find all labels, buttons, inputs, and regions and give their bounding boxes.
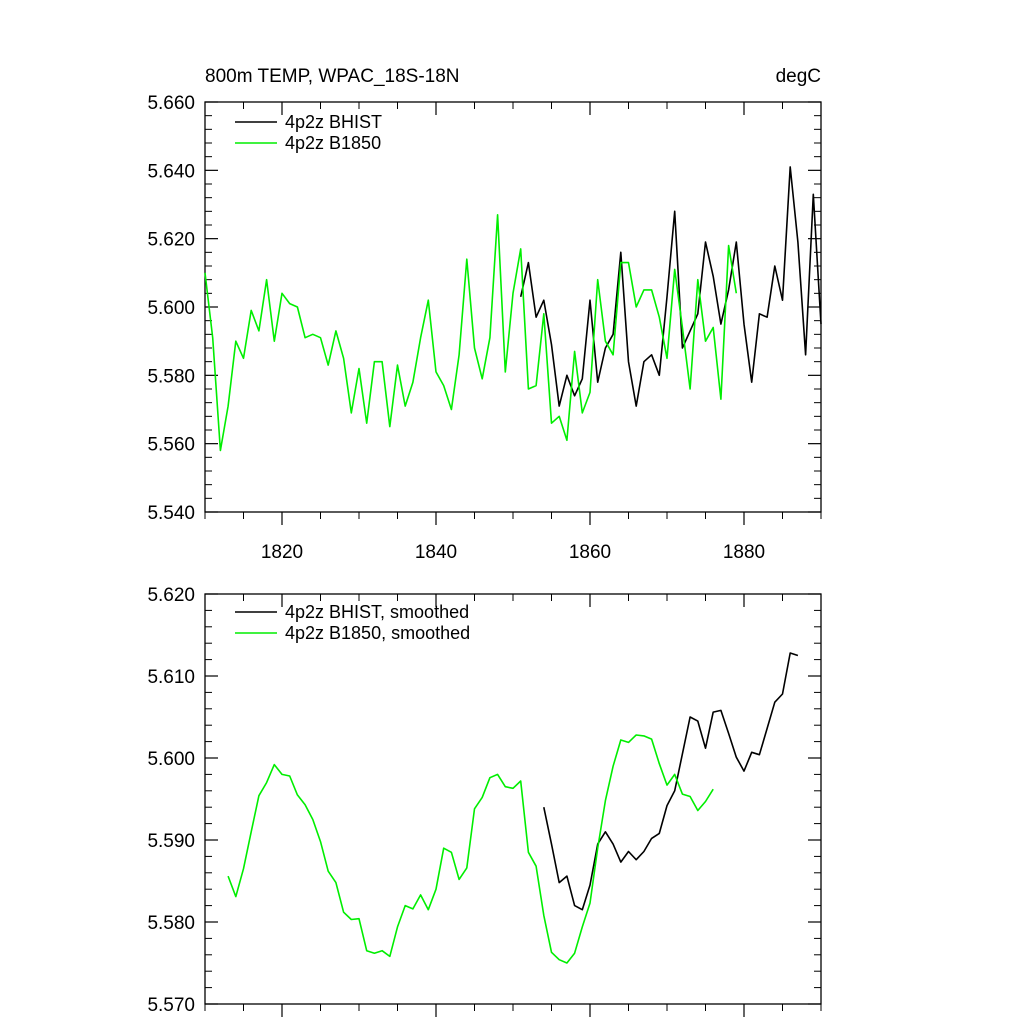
top-legend: 4p2z BHIST 4p2z B1850 [235, 112, 382, 153]
top-ytick-label: 5.620 [147, 230, 195, 251]
bottom-plot-frame [204, 593, 822, 1005]
bottom-series-line-0 [543, 652, 799, 911]
bottom-ytick-label: 5.580 [147, 913, 195, 934]
legend-label-b1850: 4p2z B1850 [285, 133, 381, 153]
bottom-series-line-1 [227, 734, 714, 964]
top-xtick-label: 1820 [261, 542, 303, 563]
top-series [204, 166, 822, 452]
bottom-series [227, 652, 799, 964]
top-xtick-label: 1840 [415, 542, 457, 563]
top-series-line-0 [519, 166, 822, 407]
bottom-ytick-label: 5.610 [147, 667, 195, 688]
bottom-ytick-label: 5.600 [147, 749, 195, 770]
top-ticks: 5.540 5.560 5.580 5.600 5.620 5.640 5.660 1820 1… [147, 93, 822, 563]
top-series-line-1 [204, 214, 738, 452]
bottom-ytick-label: 5.590 [147, 831, 195, 852]
top-ytick-label: 5.600 [147, 298, 195, 319]
top-ytick-label: 5.660 [147, 93, 195, 114]
top-xtick-label: 1860 [569, 542, 611, 563]
legend-label-bhist-smoothed: 4p2z BHIST, smoothed [285, 602, 469, 622]
top-panel: 800m TEMP, WPAC_18S-18N degC 5.5405.5605… [147, 66, 822, 563]
chart-title: 800m TEMP, WPAC_18S-18N [205, 66, 460, 87]
top-ytick-label: 5.640 [147, 161, 195, 182]
top-xtick-label: 1880 [723, 542, 765, 563]
top-ytick-label: 5.580 [147, 366, 195, 387]
bottom-panel: 5.570 5.580 5.590 5.600 5.610 5.620 4p2z BHIS… [147, 585, 822, 1017]
bottom-ytick-label: 5.570 [147, 995, 195, 1016]
bottom-ytick-label: 5.620 [147, 585, 195, 606]
units-label: degC [776, 66, 821, 87]
top-ytick-label: 5.560 [147, 435, 195, 456]
legend-label-bhist: 4p2z BHIST [285, 112, 382, 132]
bottom-ticks: 5.570 5.580 5.590 5.600 5.610 5.620 [147, 585, 822, 1017]
top-ytick-label: 5.540 [147, 503, 195, 524]
bottom-legend: 4p2z BHIST, smoothed 4p2z B1850, smoothe… [235, 602, 470, 643]
legend-label-b1850-smoothed: 4p2z B1850, smoothed [285, 623, 470, 643]
